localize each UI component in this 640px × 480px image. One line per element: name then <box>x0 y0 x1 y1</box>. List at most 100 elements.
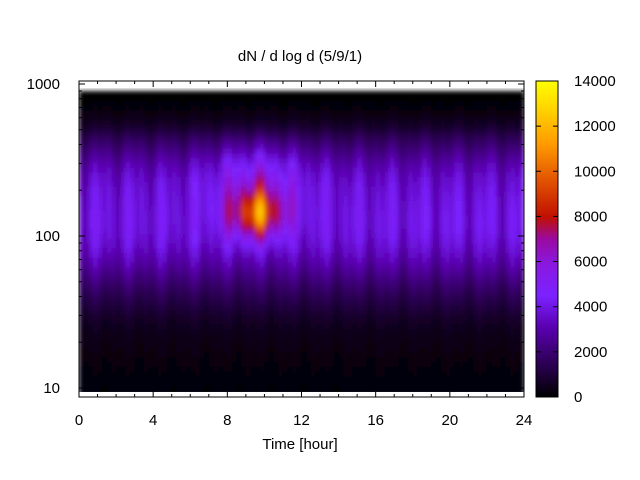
heatmap-cell <box>139 147 145 154</box>
heatmap-cell <box>352 200 358 206</box>
heatmap-cell <box>143 252 150 258</box>
heatmap-cell <box>278 138 284 144</box>
heatmap-cell <box>320 95 326 102</box>
heatmap-cell <box>269 90 275 97</box>
heatmap-cell <box>250 105 256 111</box>
heatmap-cell <box>231 166 238 173</box>
heatmap-cell <box>347 233 354 239</box>
heatmap-cell <box>259 304 266 311</box>
heatmap-cell <box>236 356 242 363</box>
heatmap-cell <box>106 190 113 197</box>
heatmap-cell <box>347 181 354 187</box>
heatmap-cell <box>171 147 177 154</box>
heatmap-cell <box>347 90 354 97</box>
heatmap-cell <box>306 162 312 168</box>
heatmap-cell <box>333 347 340 353</box>
heatmap-cell <box>426 385 432 391</box>
heatmap-cell <box>273 157 279 163</box>
heatmap-cell <box>361 119 367 125</box>
heatmap-cell <box>320 195 326 201</box>
heatmap-cell <box>227 124 233 130</box>
heatmap-cell <box>292 318 298 325</box>
heatmap-cell <box>329 185 335 192</box>
heatmap-cell <box>92 366 99 372</box>
heatmap-cell <box>199 366 205 372</box>
heatmap-cell <box>375 143 381 149</box>
heatmap-cell <box>213 352 219 358</box>
heatmap-cell <box>338 276 344 282</box>
heatmap-cell <box>218 181 224 187</box>
heatmap-cell <box>153 166 159 173</box>
heatmap-cell <box>380 252 386 258</box>
heatmap-cell <box>315 128 321 135</box>
heatmap-cell <box>371 238 377 244</box>
heatmap-cell <box>204 371 210 377</box>
heatmap-cell <box>273 390 279 392</box>
heatmap-cell <box>125 176 131 182</box>
heatmap-cell <box>111 380 117 387</box>
heatmap-cell <box>125 209 131 216</box>
heatmap-cell <box>218 171 224 178</box>
heatmap-cell <box>185 114 191 121</box>
heatmap-cell <box>417 133 423 140</box>
heatmap-cell <box>162 162 168 168</box>
heatmap-cell <box>134 242 140 249</box>
heatmap-cell <box>310 162 317 168</box>
heatmap-cell <box>236 304 242 311</box>
heatmap-cell <box>106 90 113 97</box>
heatmap-cell <box>264 105 270 111</box>
heatmap-cell <box>417 257 423 263</box>
heatmap-cell <box>97 214 103 220</box>
heatmap-cell <box>403 124 409 130</box>
heatmap-cell <box>116 366 122 372</box>
heatmap-cell <box>412 304 418 311</box>
heatmap-cell <box>79 309 85 315</box>
heatmap-cell <box>403 375 409 382</box>
heatmap-cell <box>310 228 317 235</box>
heatmap-cell <box>171 261 177 268</box>
heatmap-cell <box>250 247 256 254</box>
heatmap-cell <box>380 219 386 225</box>
heatmap-cell <box>241 375 247 382</box>
heatmap-cell <box>245 223 252 230</box>
heatmap-cell <box>371 105 377 111</box>
heatmap-cell <box>412 295 418 301</box>
heatmap-cell <box>422 114 428 121</box>
heatmap-cell <box>278 219 284 225</box>
heatmap-cell <box>315 138 321 144</box>
heatmap-cell <box>357 124 363 130</box>
heatmap-cell <box>92 337 99 344</box>
heatmap-cell <box>320 333 326 339</box>
heatmap-cell <box>125 323 131 330</box>
heatmap-cell <box>333 133 340 140</box>
heatmap-cell <box>134 147 140 154</box>
heatmap-cell <box>394 276 400 282</box>
heatmap-cell <box>185 271 191 277</box>
heatmap-cell <box>227 147 233 154</box>
heatmap-cell <box>417 371 423 377</box>
heatmap-cell <box>315 247 321 254</box>
heatmap-cell <box>343 124 349 130</box>
heatmap-cell <box>171 375 177 382</box>
heatmap-cell <box>180 371 187 377</box>
heatmap-cell <box>333 242 340 249</box>
heatmap-cell <box>222 204 228 211</box>
heatmap-cell <box>301 195 307 201</box>
heatmap-cell <box>97 128 103 135</box>
heatmap-cell <box>176 204 182 211</box>
heatmap-cell <box>250 138 256 144</box>
heatmap-cell <box>88 114 94 121</box>
heatmap-cell <box>92 233 99 239</box>
heatmap-cell <box>190 200 196 206</box>
heatmap-cell <box>125 147 131 154</box>
heatmap-cell <box>324 176 330 182</box>
heatmap-cell <box>357 143 363 149</box>
heatmap-cell <box>194 247 201 254</box>
heatmap-cell <box>222 105 228 111</box>
heatmap-cell <box>422 309 428 315</box>
heatmap-cell <box>148 105 154 111</box>
heatmap-cell <box>185 380 191 387</box>
heatmap-cell <box>199 133 205 140</box>
heatmap-cell <box>435 261 442 268</box>
heatmap-cell <box>83 219 89 225</box>
